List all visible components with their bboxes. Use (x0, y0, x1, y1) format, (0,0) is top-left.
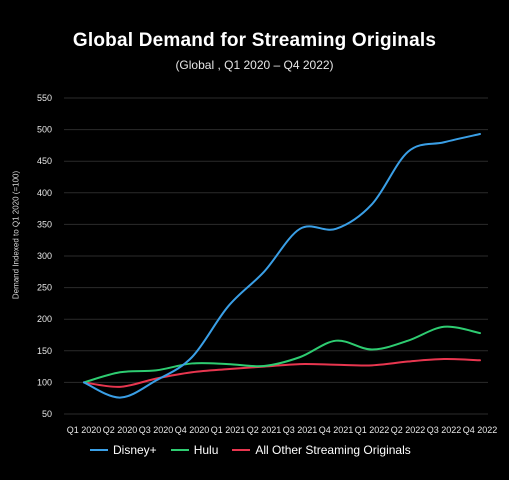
series-line-disney (83, 133, 481, 399)
legend-item: All Other Streaming Originals (232, 443, 411, 457)
y-tick-label: 100 (37, 377, 52, 387)
x-tick-label: Q2 2022 (391, 425, 426, 435)
x-tick-label: Q1 2021 (211, 425, 246, 435)
y-tick-label: 500 (37, 125, 52, 135)
x-tick-label: Q2 2021 (247, 425, 282, 435)
series-line-all-other-streaming-originals (83, 358, 481, 388)
y-tick-label: 200 (37, 314, 52, 324)
x-tick-label: Q1 2020 (67, 425, 102, 435)
x-tick-label: Q1 2022 (355, 425, 390, 435)
chart-subtitle: (Global , Q1 2020 – Q4 2022) (175, 58, 334, 72)
y-tick-label: 150 (37, 346, 52, 356)
y-tick-label: 50 (42, 409, 52, 419)
chart-title: Global Demand for Streaming Originals (72, 30, 437, 51)
legend-item: Disney+ (90, 443, 157, 457)
legend-swatch (232, 449, 251, 451)
y-tick-label: 300 (37, 251, 52, 261)
legend-swatch (170, 449, 189, 451)
legend-label: Hulu (193, 443, 219, 457)
legend: Disney+ Hulu All Other Streaming Originals (90, 443, 425, 457)
legend-label: All Other Streaming Originals (255, 443, 411, 457)
x-tick-label: Q3 2020 (139, 425, 174, 435)
y-tick-label: 400 (37, 188, 52, 198)
y-tick-label: 250 (37, 283, 52, 293)
x-tick-label: Q3 2021 (283, 425, 318, 435)
x-tick-label: Q3 2022 (427, 425, 462, 435)
x-tick-label: Q4 2020 (175, 425, 210, 435)
x-tick-label: Q4 2021 (319, 425, 354, 435)
legend-swatch (90, 449, 108, 451)
y-tick-label: 450 (37, 156, 52, 166)
x-tick-label: Q4 2022 (463, 425, 498, 435)
x-tick-label: Q2 2020 (103, 425, 138, 435)
y-tick-label: 350 (37, 219, 52, 229)
y-tick-label: 550 (37, 93, 52, 103)
legend-label: Disney+ (113, 443, 157, 457)
legend-item: Hulu (170, 443, 219, 457)
series-line-hulu (83, 325, 481, 384)
